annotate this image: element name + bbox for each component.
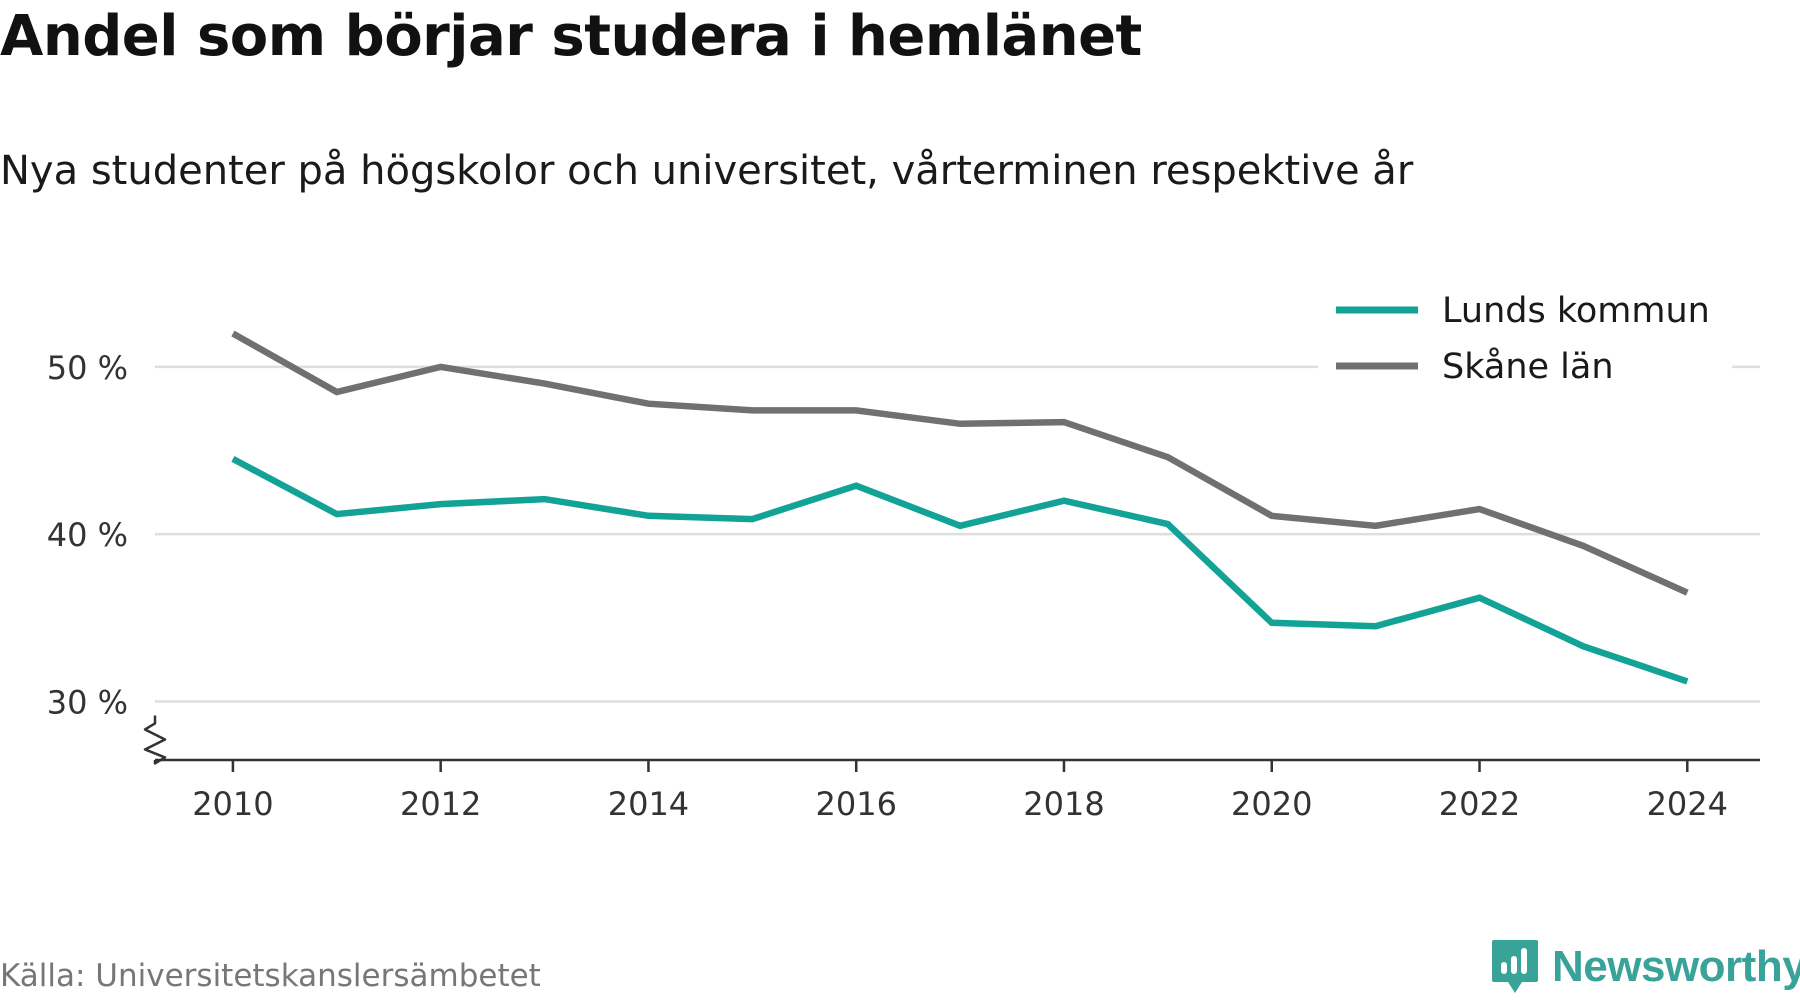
y-axis-labels: 30 % 40 % 50 % (47, 349, 128, 722)
x-tick-label: 2018 (1023, 785, 1104, 823)
brand-name: Newsworthy (1552, 942, 1800, 991)
x-tick-label: 2012 (400, 785, 481, 823)
y-tick-label: 30 % (47, 683, 128, 721)
newsworthy-logo-icon (1492, 940, 1538, 993)
series-lines (231, 330, 1689, 685)
x-tick-label: 2016 (815, 785, 896, 823)
x-tick-label: 2020 (1231, 785, 1312, 823)
x-tick-label: 2022 (1439, 785, 1520, 823)
y-tick-label: 50 % (47, 349, 128, 387)
legend-label: Skåne län (1442, 346, 1614, 387)
x-tick-label: 2010 (192, 785, 273, 823)
chart-title: Andel som börjar studera i hemlänet (0, 4, 1142, 69)
x-tick-label: 2014 (608, 785, 689, 823)
legend-background (1318, 282, 1732, 400)
x-axis: 2010 2012 2014 2016 2018 2020 2022 2024 (143, 715, 1760, 823)
chart-subtitle: Nya studenter på högskolor och universit… (0, 148, 1414, 194)
series-line (231, 456, 1689, 685)
brand-logo: Newsworthy (1490, 938, 1800, 996)
grid-lines (155, 365, 1760, 703)
x-tick-label: 2024 (1647, 785, 1728, 823)
legend: Lunds kommun Skåne län (1318, 282, 1732, 400)
y-axis-break (143, 715, 167, 765)
legend-label: Lunds kommun (1442, 291, 1710, 331)
y-tick-label: 40 % (47, 516, 128, 554)
series-line (231, 330, 1689, 596)
source-note: Källa: Universitetskanslersämbetet (0, 958, 541, 994)
